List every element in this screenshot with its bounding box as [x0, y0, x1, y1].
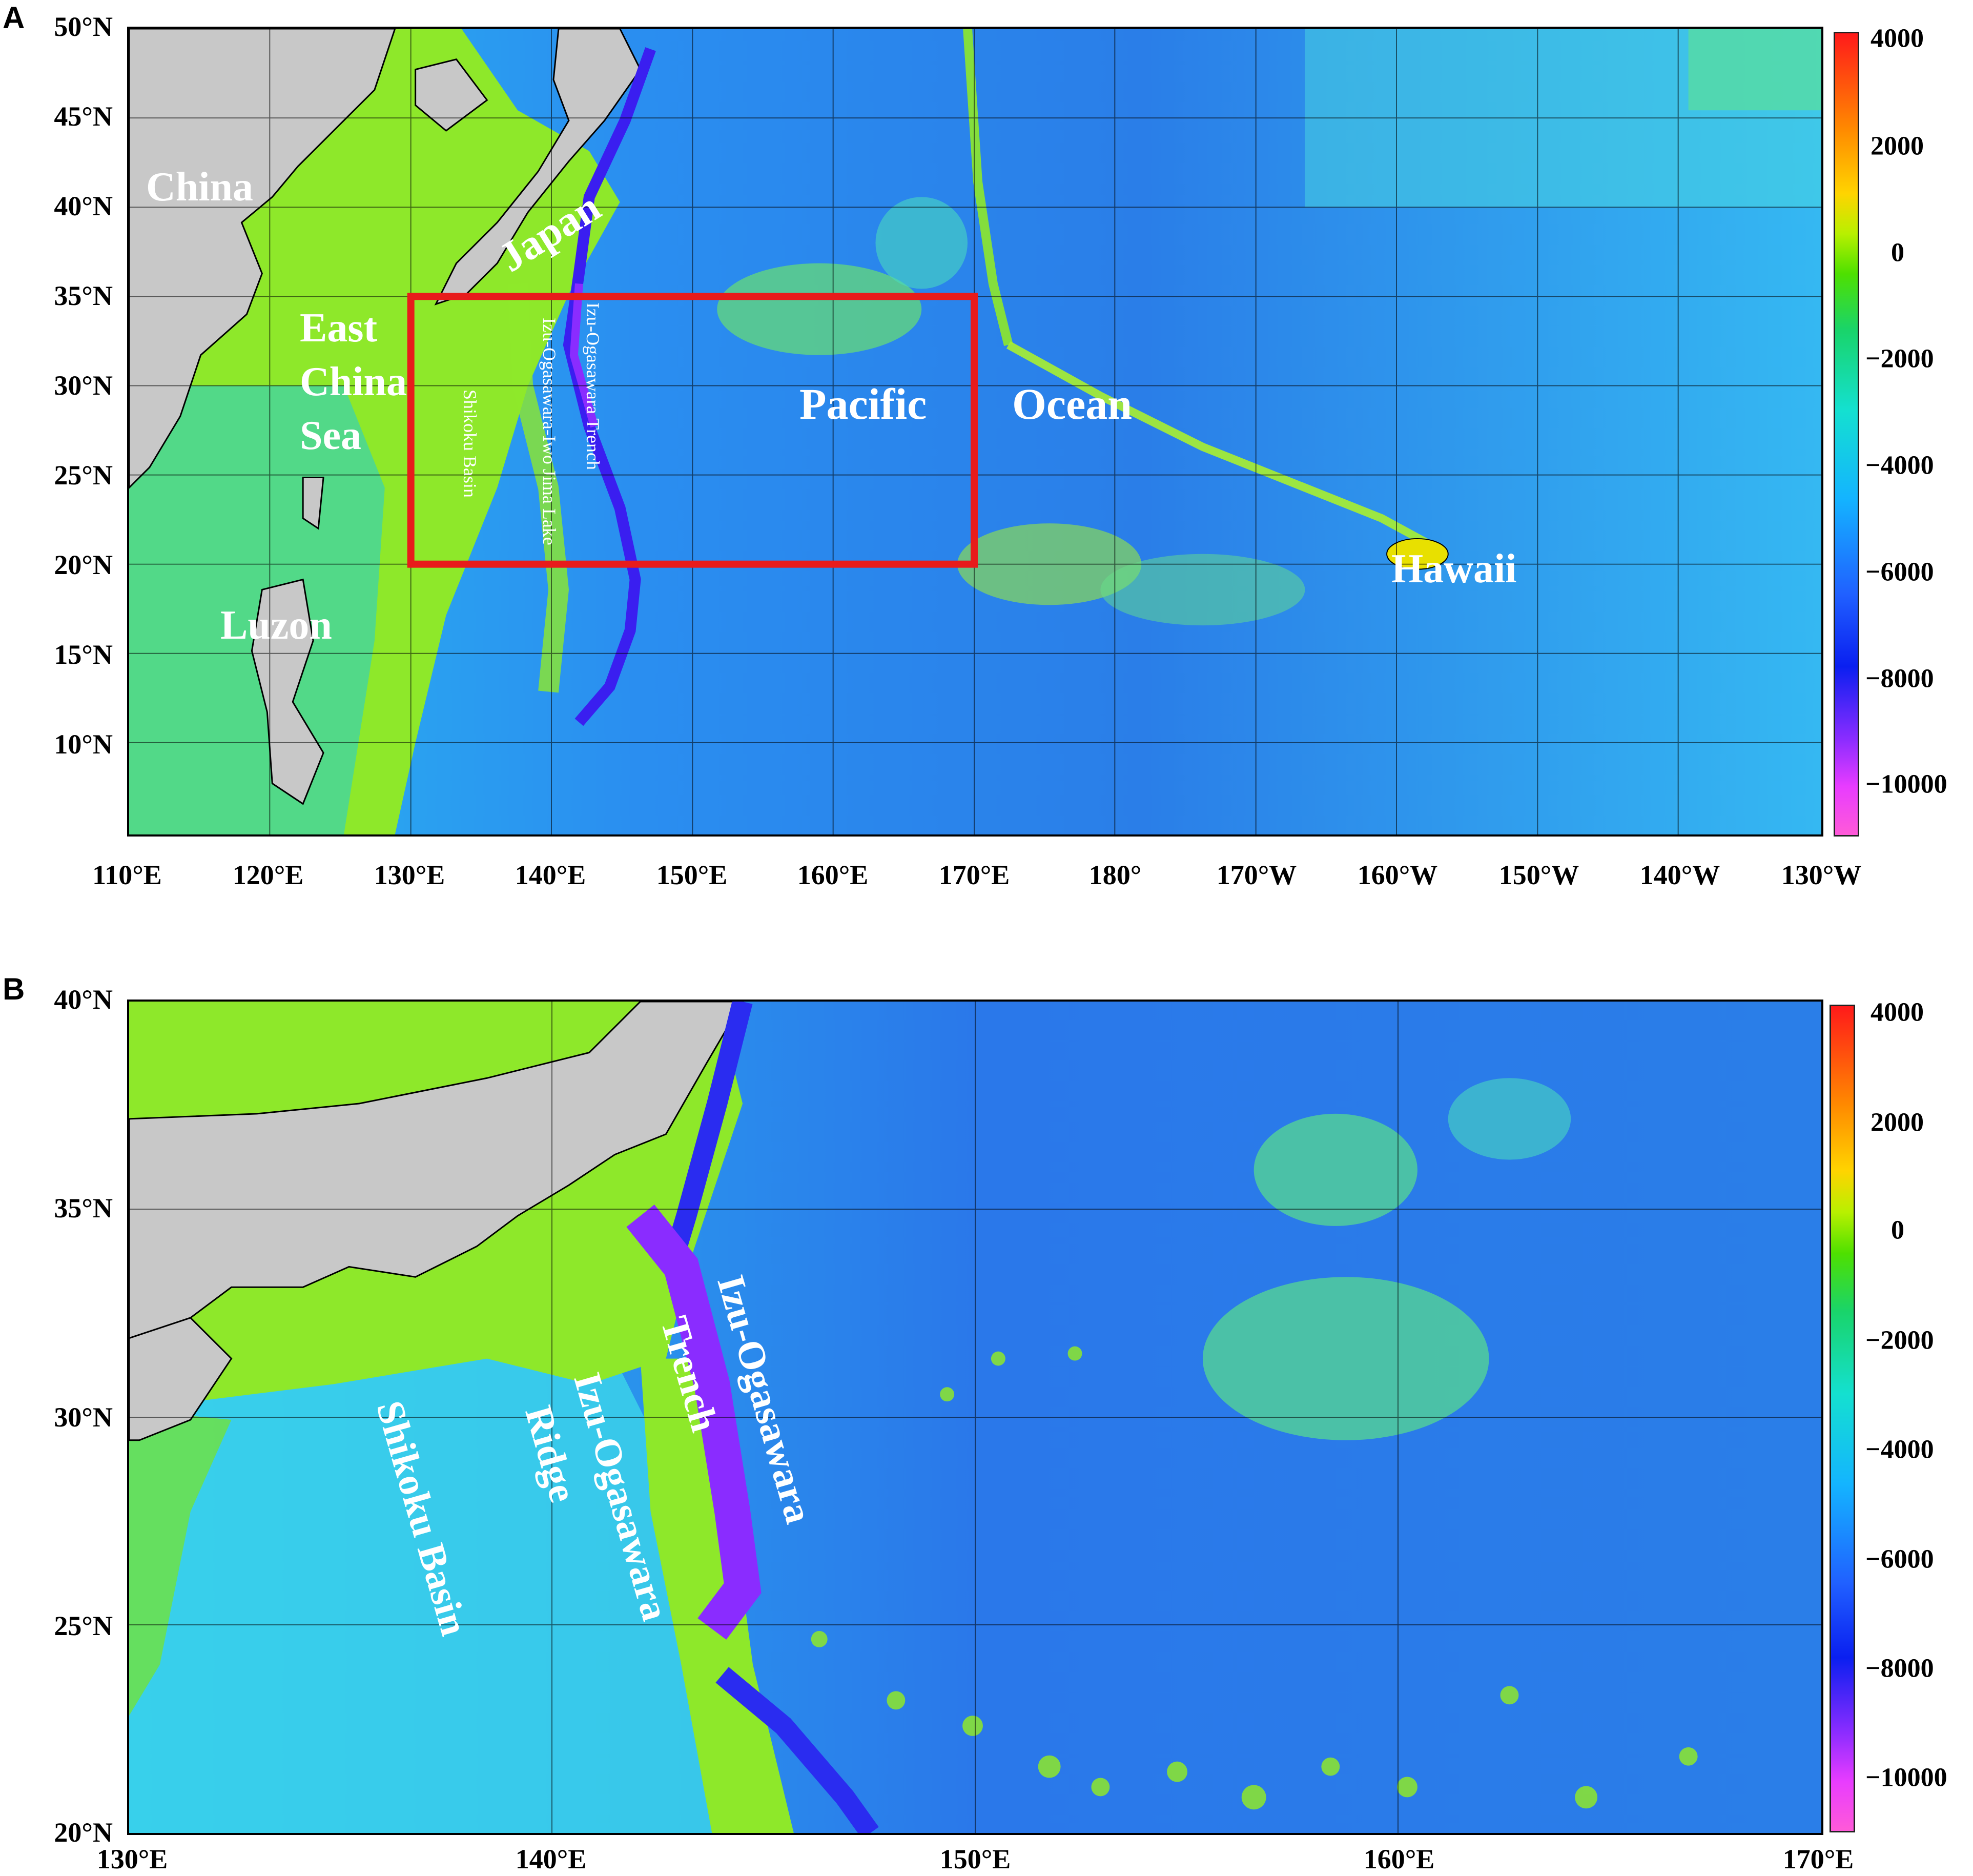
colorbar-a — [1834, 32, 1859, 837]
label-iwojima-a: Izu-Ogasawara-Iwo Jima Lake — [539, 318, 560, 545]
lat-tick-a: 25°N — [54, 460, 113, 491]
lat-tick-a: 40°N — [54, 191, 113, 221]
lon-tick-b: 170°E — [1782, 1844, 1854, 1874]
colorbar-tick-a: −2000 — [1865, 344, 1934, 374]
lon-tick-b: 140°E — [515, 1844, 587, 1874]
land-china — [129, 29, 396, 489]
izu-ogasawara-trench-b — [626, 1205, 762, 1640]
colorbar-tick-a: −10000 — [1865, 769, 1947, 799]
colorbar-tick-b: −4000 — [1865, 1435, 1934, 1464]
izu-trench — [563, 47, 656, 726]
lon-tick-a: 140°E — [515, 860, 586, 890]
colorbar-tick-b: 0 — [1891, 1215, 1904, 1245]
lat-tick-b: 40°N — [54, 984, 113, 1015]
lon-tick-a: 160°W — [1357, 860, 1438, 890]
lat-tick-a: 20°N — [54, 549, 113, 580]
lon-tick-a: 130°E — [374, 860, 445, 890]
lon-tick-a: 180° — [1088, 860, 1142, 890]
lat-tick-b: 30°N — [54, 1402, 113, 1433]
lon-tick-a: 150°E — [656, 860, 728, 890]
land-kyushu — [129, 1317, 233, 1441]
land-korea — [415, 58, 488, 132]
panel-b-bathymetry — [129, 1002, 1821, 1833]
colorbar-tick-b: 2000 — [1871, 1108, 1924, 1137]
colorbar-tick-b: −6000 — [1865, 1544, 1934, 1574]
study-area-box — [407, 293, 978, 568]
panel-a-letter: A — [3, 1, 25, 35]
lat-tick-b: 25°N — [54, 1610, 113, 1641]
lat-tick-a: 35°N — [54, 280, 113, 311]
land-japan-b — [129, 1002, 744, 1339]
land-taiwan — [302, 477, 324, 530]
lon-tick-a: 120°E — [232, 860, 304, 890]
colorbar-tick-a: −8000 — [1865, 664, 1934, 694]
colorbar-b — [1830, 1005, 1855, 1832]
colorbar-tick-a: −6000 — [1865, 557, 1934, 587]
colorbar-tick-b: −8000 — [1865, 1654, 1934, 1683]
lat-tick-b: 20°N — [54, 1817, 113, 1848]
colorbar-tick-a: 0 — [1891, 238, 1904, 268]
lon-tick-a: 150°W — [1498, 860, 1579, 890]
colorbar-tick-a: 2000 — [1871, 131, 1924, 161]
lon-tick-a: 170°W — [1216, 860, 1297, 890]
hawaii-islands — [1386, 538, 1449, 570]
colorbar-tick-a: −4000 — [1865, 451, 1934, 480]
lon-tick-b: 160°E — [1363, 1844, 1435, 1874]
panel-b-map — [127, 1000, 1823, 1835]
label-shikoku-basin-a: Shikoku Basin — [460, 390, 480, 498]
seamounts — [811, 1346, 1698, 1810]
panel-a-bathymetry — [129, 29, 1821, 834]
colorbar-tick-b: 4000 — [1871, 997, 1924, 1027]
label-china-sea-china: China — [300, 359, 407, 404]
lat-tick-a: 30°N — [54, 370, 113, 401]
lon-tick-a: 130°W — [1781, 860, 1862, 890]
label-luzon: Luzon — [220, 603, 332, 648]
label-ocean: Ocean — [1012, 379, 1133, 429]
lon-tick-a: 110°E — [92, 860, 162, 890]
lat-tick-a: 10°N — [54, 729, 113, 760]
lon-tick-a: 170°E — [938, 860, 1010, 890]
lon-tick-b: 150°E — [939, 1844, 1011, 1874]
lat-tick-a: 50°N — [54, 11, 113, 42]
panel-a-map — [127, 27, 1823, 837]
lon-tick-a: 140°W — [1639, 860, 1720, 890]
label-trench-a: Izu-Ogasawara Trench — [583, 302, 603, 470]
izu-ridge — [507, 283, 569, 693]
lon-tick-b: 130°E — [96, 1844, 168, 1874]
colorbar-tick-b: −2000 — [1865, 1326, 1934, 1355]
label-east: East — [300, 305, 378, 351]
panel-b-letter: B — [3, 972, 25, 1006]
lon-tick-a: 160°E — [797, 860, 869, 890]
label-hawaii: Hawaii — [1391, 546, 1517, 592]
label-sea: Sea — [300, 413, 361, 458]
colorbar-tick-b: −10000 — [1865, 1763, 1947, 1792]
lat-tick-b: 35°N — [54, 1193, 113, 1224]
colorbar-tick-a: 4000 — [1871, 24, 1924, 53]
lat-tick-a: 15°N — [54, 639, 113, 670]
label-china: China — [146, 165, 253, 210]
graticule-b — [129, 1002, 1821, 1833]
label-pacific: Pacific — [799, 379, 927, 429]
lat-tick-a: 45°N — [54, 101, 113, 132]
